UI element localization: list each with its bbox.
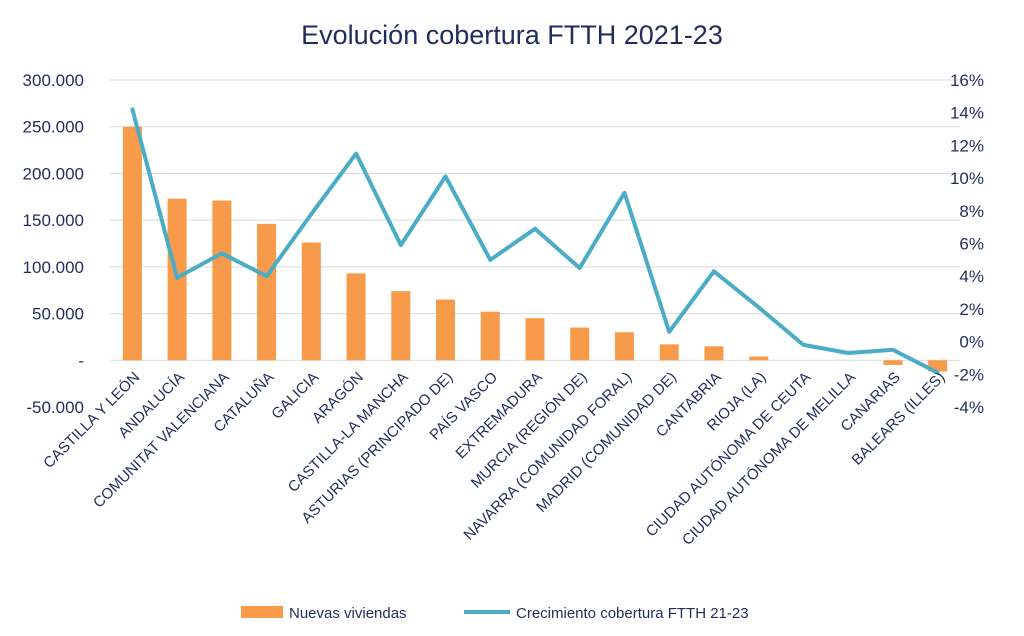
legend-label: Crecimiento cobertura FTTH 21-23	[516, 605, 749, 622]
right-tick-label: 14%	[950, 104, 984, 123]
left-tick-label: 150.000	[23, 211, 84, 230]
bar	[257, 223, 277, 361]
right-tick-label: 2%	[959, 300, 984, 319]
category-label: CIUDAD AUTÓNOMA DE CEUTA	[643, 369, 815, 541]
right-tick-label: 8%	[959, 202, 984, 221]
bar	[480, 311, 500, 361]
right-tick-label: -2%	[954, 365, 984, 384]
bar-series	[122, 126, 948, 372]
bar	[570, 327, 590, 361]
left-tick-label: -	[78, 351, 84, 370]
chart-title: Evolución cobertura FTTH 2021-23	[301, 20, 723, 50]
right-axis: 16% 14% 12% 10% 8% 6% 4% 2% 0% -2% -4%	[950, 71, 984, 417]
left-tick-label: 300.000	[23, 71, 84, 90]
right-tick-label: 6%	[959, 235, 984, 254]
right-tick-label: -4%	[954, 398, 984, 417]
bar	[436, 299, 456, 361]
bar	[301, 242, 321, 361]
bar	[391, 291, 411, 361]
left-tick-label: 250.000	[23, 118, 84, 137]
bar	[704, 346, 724, 361]
left-tick-label: -50.000	[26, 398, 84, 417]
bar	[749, 356, 769, 361]
bar	[346, 273, 366, 361]
line-series	[130, 107, 940, 375]
right-tick-label: 4%	[959, 267, 984, 286]
right-tick-label: 10%	[950, 169, 984, 188]
left-tick-label: 100.000	[23, 258, 84, 277]
bar	[525, 318, 545, 361]
legend: Nuevas viviendas Crecimiento cobertura FT…	[241, 605, 749, 622]
left-axis: 300.000 250.000 200.000 150.000 100.000 50.00…	[23, 71, 84, 417]
bar	[212, 200, 232, 361]
bar	[122, 126, 142, 361]
legend-swatch-bar	[241, 606, 283, 618]
bar	[614, 332, 634, 361]
legend-label: Nuevas viviendas	[289, 605, 407, 622]
right-tick-label: 16%	[950, 71, 984, 90]
left-tick-label: 200.000	[23, 164, 84, 183]
bar	[883, 360, 903, 365]
right-tick-label: 12%	[950, 136, 984, 155]
right-tick-label: 0%	[959, 333, 984, 352]
left-tick-label: 50.000	[32, 305, 84, 324]
bar	[659, 344, 679, 361]
bar	[928, 360, 948, 372]
